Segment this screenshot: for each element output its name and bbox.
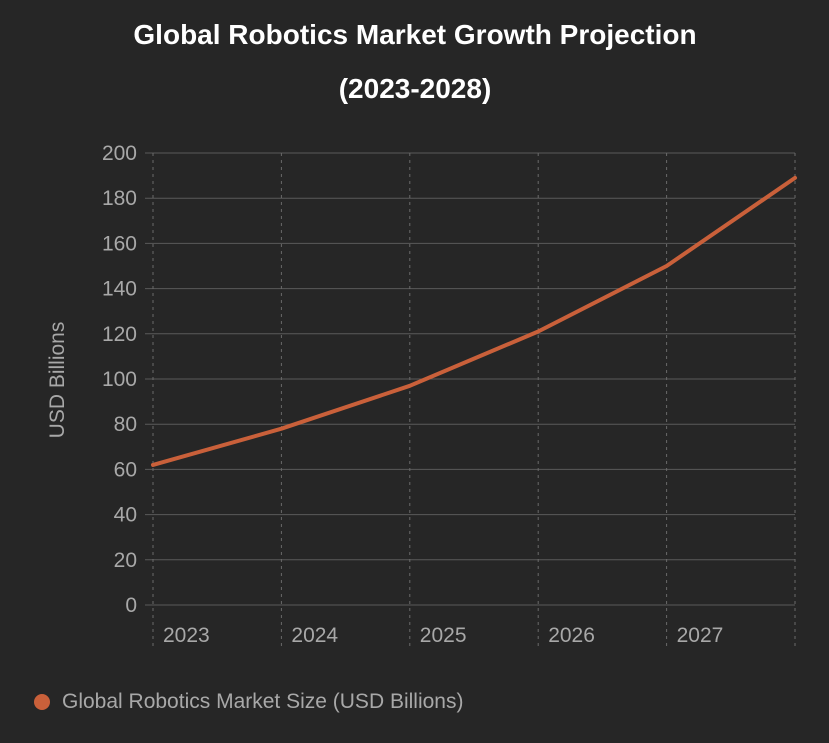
x-tick-label: 2024: [291, 624, 338, 647]
y-tick-label: 140: [102, 278, 137, 301]
x-tick-label: 2025: [420, 624, 467, 647]
y-tick-label: 80: [114, 413, 137, 436]
y-tick-label: 160: [102, 232, 137, 255]
y-axis-label: USD Billions: [46, 322, 69, 439]
y-tick-label: 120: [102, 323, 137, 346]
grid: [145, 152, 796, 650]
x-tick-label: 2026: [548, 624, 595, 647]
y-tick-label: 60: [114, 458, 137, 481]
series-line: [151, 175, 797, 467]
legend-label: Global Robotics Market Size (USD Billion…: [62, 690, 464, 713]
series: [151, 175, 797, 467]
y-tick-label: 0: [125, 594, 137, 617]
y-tick-label: 100: [102, 368, 137, 391]
x-tick-label: 2027: [677, 624, 724, 647]
x-tick-label: 2023: [163, 624, 210, 647]
chart-title: Global Robotics Market Growth Projection: [133, 19, 696, 50]
legend: Global Robotics Market Size (USD Billion…: [34, 690, 463, 714]
y-tick-label: 180: [102, 187, 137, 210]
y-tick-label: 200: [102, 142, 137, 165]
y-tick-label: 40: [114, 504, 137, 527]
y-axis-ticks: 0 20 40 60 80 100 120 140 160 180 200: [102, 142, 137, 617]
legend-swatch: [34, 694, 50, 710]
y-tick-label: 20: [114, 549, 137, 572]
chart-subtitle: (2023-2028): [339, 73, 492, 104]
x-axis-ticks: 2023 2024 2025 2026 2027: [163, 624, 723, 647]
